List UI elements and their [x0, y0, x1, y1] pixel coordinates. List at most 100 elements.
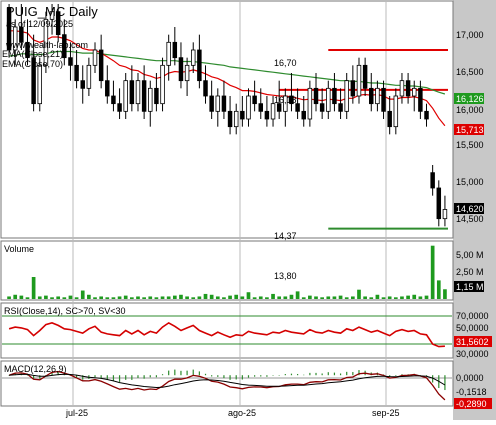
macd-histogram-bar — [260, 375, 262, 377]
macd-histogram-bar — [315, 372, 317, 376]
price-tick: 17,000 — [456, 30, 484, 40]
macd-title: MACD(12,26,9) — [4, 364, 67, 374]
macd-histogram-bar — [290, 373, 293, 376]
macd-histogram-bar — [333, 372, 336, 376]
candle-body — [399, 80, 405, 97]
candle-body — [319, 103, 325, 112]
candle-body — [411, 87, 417, 97]
volume-bar — [387, 296, 392, 299]
volume-bar — [320, 297, 324, 299]
volume-bar — [289, 294, 294, 299]
candle-body — [209, 95, 214, 112]
volume-tag: 1,15 M — [456, 282, 484, 292]
macd-histogram-bar — [137, 375, 139, 378]
volume-bar — [265, 297, 269, 299]
x-label-jul: jul-25 — [65, 408, 88, 418]
volume-bar — [215, 296, 220, 299]
macd-histogram-bar — [75, 375, 78, 378]
candle-body — [258, 103, 264, 112]
volume-bar — [271, 293, 275, 299]
macd-histogram-bar — [211, 375, 213, 377]
macd-histogram-bar — [339, 373, 342, 376]
ema21-tag: 15,713 — [456, 125, 484, 135]
macd-histogram-bar — [395, 375, 397, 376]
candle-body — [227, 110, 233, 128]
volume-bar — [148, 296, 153, 299]
macd-histogram-bar — [217, 375, 219, 377]
volume-bar — [351, 296, 355, 299]
volume-bars — [7, 245, 447, 299]
macd-histogram-bar — [174, 369, 176, 376]
candle-body — [338, 103, 343, 112]
ema70-tag: 16,126 — [456, 94, 484, 104]
candle-body — [289, 95, 294, 105]
volume-bar — [25, 297, 30, 299]
candle-body — [424, 110, 429, 120]
ema70-line — [9, 50, 446, 95]
volume-bar — [37, 296, 42, 299]
volume-bar — [56, 296, 61, 299]
volume-bar — [172, 295, 177, 299]
macd-histogram-bar — [100, 375, 102, 379]
candle-body — [49, 11, 55, 20]
rsi-tick: 30,0000 — [456, 349, 489, 359]
macd-histogram-bar — [303, 374, 305, 376]
volume-bar — [99, 296, 103, 299]
candle-body — [86, 64, 92, 89]
chart-title: PUIG_MC Daily — [6, 4, 98, 19]
candle-body — [301, 110, 306, 120]
volume-bar — [203, 293, 208, 299]
candle-body — [233, 110, 239, 128]
volume-bar — [19, 295, 24, 299]
macd-histogram-bar — [327, 372, 329, 376]
last-close-tag-bg — [454, 203, 484, 214]
volume-bar — [123, 295, 128, 299]
candle-body — [387, 110, 392, 128]
candle-body — [264, 110, 270, 120]
last-close-tag: 14,620 — [456, 204, 484, 214]
candle-body — [375, 87, 380, 105]
macd-histogram-bar — [198, 371, 200, 376]
macd-histogram-bar — [284, 374, 286, 376]
macd-histogram-bar — [131, 375, 133, 380]
candle-body — [178, 57, 184, 82]
macd-histogram-bar — [223, 375, 225, 379]
candle-body — [166, 41, 171, 66]
candle-body — [135, 80, 141, 105]
macd-histogram-bar — [8, 375, 10, 376]
volume-title: Volume — [4, 244, 34, 254]
x-label-sep: sep-25 — [372, 408, 400, 418]
volume-tick: 2,50 M — [456, 267, 484, 277]
candle-body — [129, 80, 135, 105]
volume-bar — [400, 296, 404, 299]
volume-bar — [326, 296, 331, 299]
candle-body — [117, 103, 122, 112]
volume-bar — [412, 294, 417, 299]
macd-histogram-bar — [57, 372, 59, 376]
macd-histogram-bar — [401, 374, 403, 376]
candle-body — [43, 18, 49, 66]
rsi-tag: 31,5602 — [456, 337, 489, 347]
candle-body — [19, 26, 24, 43]
candles — [6, 4, 448, 227]
volume-bar — [142, 297, 146, 299]
macd-histogram-bar — [247, 375, 250, 378]
candle-body — [68, 57, 73, 66]
candle-body — [154, 87, 159, 105]
macd-histogram-bar — [389, 375, 391, 377]
macd-histogram-bar — [229, 375, 231, 380]
candle-body — [105, 80, 110, 97]
candle-body — [111, 95, 116, 105]
macd-tick: 0,0000 — [456, 373, 484, 383]
volume-bar — [234, 294, 239, 299]
candle-body — [393, 95, 399, 128]
candle-body — [436, 187, 442, 220]
candle-body — [172, 41, 178, 59]
price-pane-frame — [0, 0, 454, 239]
price-tick: 15,000 — [456, 177, 484, 187]
volume-bar — [283, 296, 288, 299]
candle-body — [381, 87, 386, 112]
macd-histogram-bar — [106, 375, 108, 380]
volume-bar — [301, 297, 306, 299]
volume-bar — [197, 296, 202, 299]
